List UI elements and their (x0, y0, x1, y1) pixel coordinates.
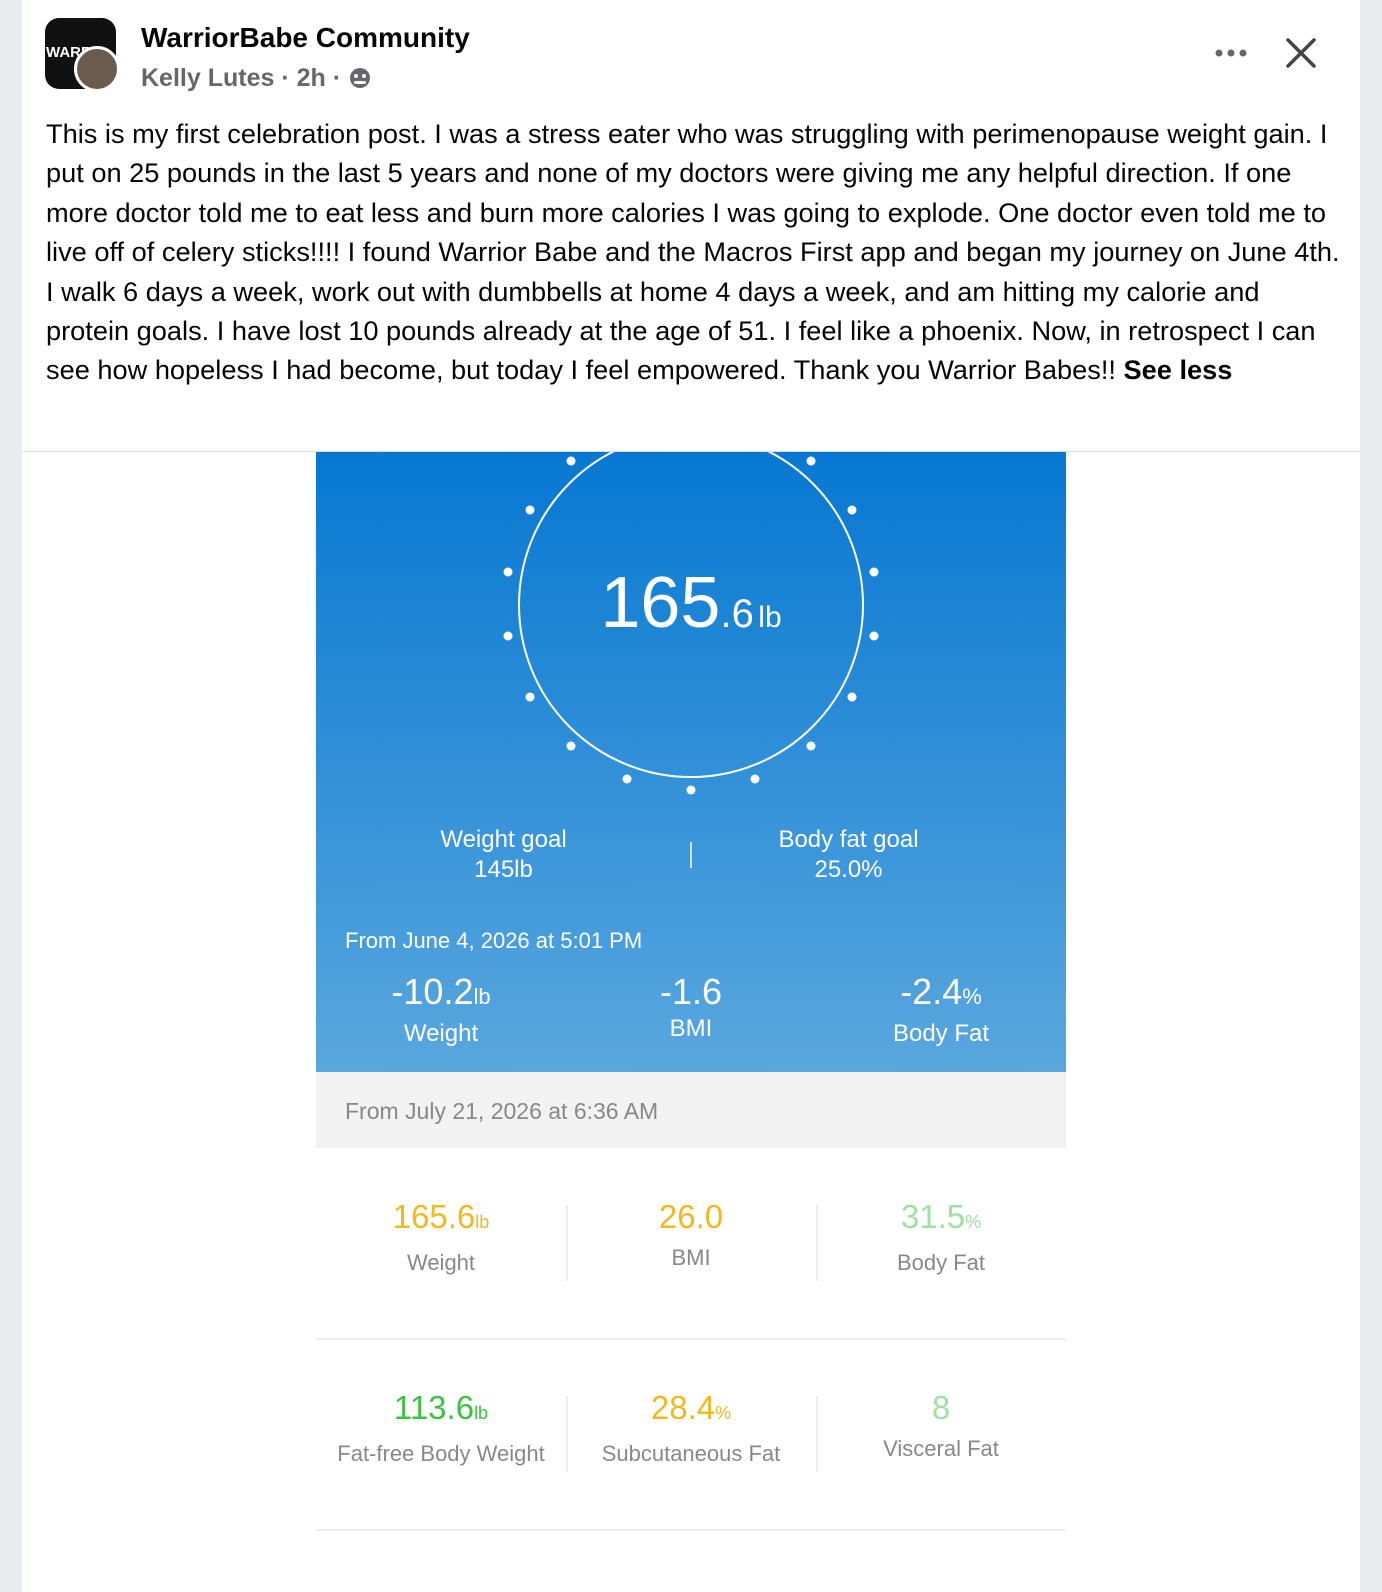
metric-figure: 28.4% (566, 1386, 816, 1435)
divider (22, 451, 1360, 452)
change-unit: lb (473, 984, 491, 1009)
change: -10.2lb Weight (316, 970, 566, 1049)
metric-figure: 31.5% (816, 1195, 1066, 1244)
goal-value: 25.0% (814, 856, 883, 883)
audience-icon[interactable] (348, 66, 372, 90)
separator: · (332, 64, 342, 92)
reading: 165.6 lb (316, 562, 1066, 644)
change-value: -1.6 (659, 971, 723, 1012)
post-meta: Kelly Lutes · 2h · (141, 64, 372, 93)
metric-value: 28.4 (650, 1389, 716, 1426)
metric-label: Weight (406, 1250, 476, 1275)
change-figure: -2.4% (816, 970, 1066, 1019)
change: -1.6 BMI (566, 970, 816, 1044)
metric-unit: % (715, 1403, 732, 1423)
metric-unit: % (965, 1212, 982, 1232)
reading-unit: lb (758, 601, 782, 634)
metric-value: 26.0 (658, 1198, 724, 1235)
measured-label: From July 21, 2026 at 6:36 AM (345, 1098, 659, 1124)
metric-value: 113.6 (393, 1389, 475, 1426)
goal-label: Body fat goal (778, 826, 919, 853)
change-unit: % (962, 984, 982, 1009)
more-button[interactable] (1212, 40, 1252, 66)
goal-label: Weight goal (440, 826, 567, 853)
group-name[interactable]: WarriorBabe Community (141, 22, 470, 53)
change-figure: -10.2lb (316, 970, 566, 1019)
metric-label: Subcutaneous Fat (601, 1441, 781, 1466)
metric-label: Body Fat (896, 1250, 986, 1275)
goal: Body fat goal 25.0% (691, 825, 1006, 885)
row-divider (316, 1529, 1066, 1531)
metric-figure: 165.6lb (316, 1195, 566, 1244)
change-value: -10.2 (391, 971, 474, 1012)
gauge-dots (503, 456, 879, 795)
metric-label: Visceral Fat (883, 1436, 999, 1461)
metric-value: 8 (931, 1389, 951, 1426)
metric-unit: lb (474, 1403, 489, 1423)
metric-divider (816, 1205, 818, 1281)
close-button[interactable] (1284, 36, 1318, 70)
separator: · (281, 64, 290, 92)
change-label: Body Fat (892, 1020, 990, 1047)
metric-value: 165.6 (392, 1198, 476, 1235)
metric: 113.6lb Fat-free Body Weight (316, 1386, 566, 1467)
photo[interactable]: 165.6 lb From June 4, 2026 at 5:01 PM Fr… (316, 452, 1066, 1592)
metric-divider (566, 1396, 568, 1472)
author[interactable]: Kelly Lutes (141, 64, 275, 92)
measured-band (316, 1072, 1066, 1148)
metric: 28.4% Subcutaneous Fat (566, 1386, 816, 1467)
blue-panel (316, 452, 1066, 1072)
since-label: From June 4, 2026 at 5:01 PM (345, 928, 643, 953)
row-divider (316, 1338, 1066, 1340)
change-figure: -1.6 (566, 970, 816, 1014)
metric: 8 Visceral Fat (816, 1386, 1066, 1462)
gauge (503, 452, 879, 868)
post-text: This is my first celebration post. I was… (46, 114, 1346, 390)
reading-integer: 165 (600, 563, 721, 643)
metric-divider (816, 1396, 818, 1472)
post-body: This is my first celebration post. I was… (46, 118, 1340, 386)
metric: 31.5% Body Fat (816, 1195, 1066, 1276)
metric-unit: lb (475, 1212, 490, 1232)
change-label: Weight (403, 1020, 479, 1047)
time[interactable]: 2h (296, 64, 326, 92)
reading-decimal: .6 (720, 592, 754, 636)
metric-figure: 113.6lb (316, 1386, 566, 1435)
change: -2.4% Body Fat (816, 970, 1066, 1049)
metric-label: Fat-free Body Weight (337, 1441, 545, 1466)
metric-label: BMI (671, 1245, 711, 1270)
metric-figure: 26.0 (566, 1195, 816, 1239)
metric-value: 31.5 (900, 1198, 966, 1235)
metric-divider (566, 1205, 568, 1281)
author-avatar[interactable] (74, 46, 120, 92)
goal-value: 145lb (474, 856, 533, 883)
metric-figure: 8 (816, 1386, 1066, 1430)
metric: 26.0 BMI (566, 1195, 816, 1271)
metric: 165.6lb Weight (316, 1195, 566, 1276)
change-label: BMI (669, 1015, 713, 1042)
see-less[interactable]: See less (1123, 354, 1233, 386)
change-value: -2.4 (900, 971, 963, 1012)
gauge-ring (518, 452, 864, 778)
goal: Weight goal 145lb (361, 825, 646, 885)
